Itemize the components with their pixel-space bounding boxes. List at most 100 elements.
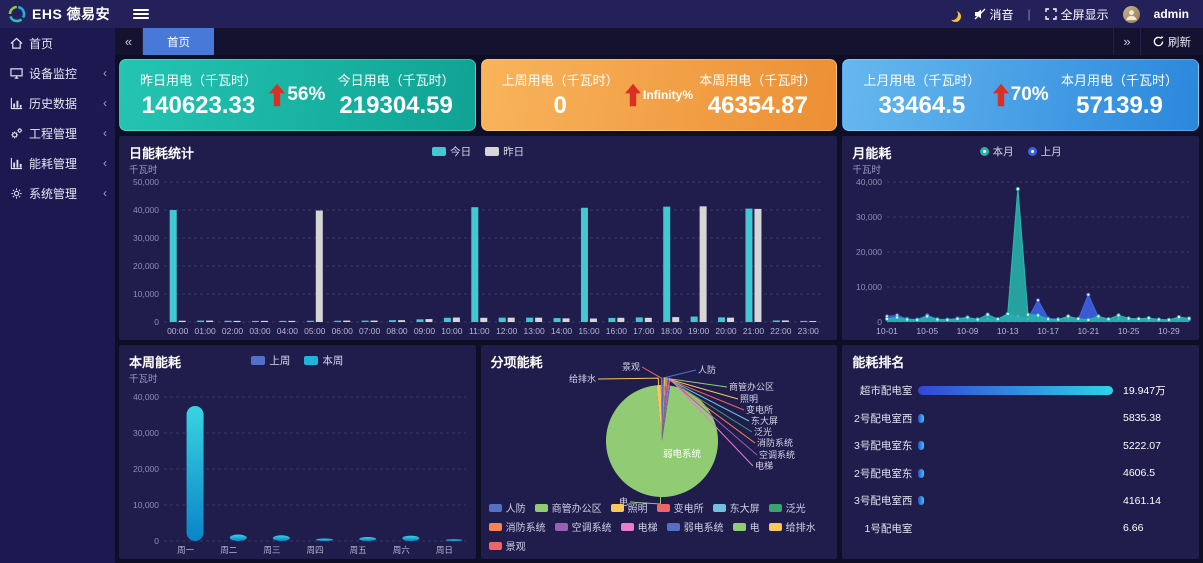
pie-legend-item[interactable]: 给排水: [768, 519, 816, 534]
svg-text:20,000: 20,000: [856, 247, 882, 257]
sidebar: 首页 设备监控 ‹ 历史数据 ‹ 工程管理 ‹: [0, 28, 115, 563]
svg-text:09:00: 09:00: [414, 326, 436, 336]
panel-title: 能耗排名: [852, 355, 905, 370]
legend-swatch: [712, 503, 726, 512]
sidebar-item-label: 能耗管理: [29, 156, 78, 171]
svg-text:10-09: 10-09: [957, 326, 979, 336]
svg-text:14:00: 14:00: [551, 326, 573, 336]
stat-card-weekly: 上周用电（千瓦时） 0 Infinity% 本周用电（千瓦时） 46354.87: [480, 59, 838, 131]
moon-icon[interactable]: [947, 9, 958, 20]
stat-value: 219304.59: [339, 92, 453, 119]
legend-item-this-week[interactable]: 本周: [304, 353, 343, 368]
pie-legend-item[interactable]: 东大屏: [712, 500, 760, 515]
svg-text:23:00: 23:00: [798, 326, 820, 336]
ranking-bar: [918, 413, 925, 423]
sidebar-item-project-mgmt[interactable]: 工程管理 ‹: [0, 118, 115, 148]
stat-card-daily: 昨日用电（千瓦时） 140623.33 56% 今日用电（千瓦时） 219304…: [119, 59, 476, 131]
svg-text:30,000: 30,000: [133, 428, 159, 438]
legend-label: 电: [749, 523, 760, 534]
up-arrow-icon: [992, 83, 1009, 107]
pie-legend-item[interactable]: 空调系统: [554, 519, 612, 534]
legend-label: 景观: [505, 542, 526, 553]
legend-item-last-month[interactable]: 上月: [1027, 144, 1062, 159]
tabs-scroll-right-button[interactable]: »: [1113, 28, 1141, 55]
svg-text:10-17: 10-17: [1038, 326, 1060, 336]
axis-unit-label: 千瓦时: [129, 374, 158, 385]
pie-legend-item[interactable]: 电梯: [620, 519, 658, 534]
stat-label: 上月用电（千瓦时）: [863, 73, 981, 88]
dashboard-content: 昨日用电（千瓦时） 140623.33 56% 今日用电（千瓦时） 219304…: [115, 55, 1203, 563]
legend-item-this-month[interactable]: 本月: [979, 144, 1014, 159]
svg-text:40,000: 40,000: [133, 392, 159, 402]
svg-text:22:00: 22:00: [770, 326, 792, 336]
brand[interactable]: EHS 德易安: [0, 4, 115, 24]
sidebar-item-system-mgmt[interactable]: 系统管理 ‹: [0, 178, 115, 208]
ranking-value: 19.947万: [1122, 385, 1166, 398]
sidebar-item-label: 设备监控: [29, 66, 78, 81]
pie-legend-item[interactable]: 弱电系统: [666, 519, 724, 534]
refresh-button[interactable]: 刷新: [1141, 28, 1203, 55]
sidebar-item-home[interactable]: 首页: [0, 28, 115, 58]
panel-title: 日能耗统计: [129, 146, 195, 161]
sidebar-item-device-monitor[interactable]: 设备监控 ‹: [0, 58, 115, 88]
svg-text:17:00: 17:00: [633, 326, 655, 336]
legend-item-last-week[interactable]: 上周: [251, 353, 290, 368]
tabs-scroll-left-button[interactable]: «: [115, 28, 143, 55]
legend-swatch: [656, 503, 670, 512]
chevron-left-icon: ‹: [103, 186, 107, 200]
svg-text:20,000: 20,000: [133, 261, 159, 271]
legend-item-yesterday[interactable]: 昨日: [485, 144, 524, 159]
ranking-label: 3号配电室西: [853, 495, 913, 508]
tab-home[interactable]: 首页: [143, 28, 214, 55]
sidebar-item-label: 首页: [29, 36, 54, 51]
svg-text:周二: 周二: [220, 545, 238, 555]
legend-label: 泛光: [785, 504, 806, 515]
gears-icon: [11, 127, 23, 138]
hamburger-icon[interactable]: [133, 7, 149, 21]
svg-text:周五: 周五: [350, 545, 368, 555]
bar-chart-icon: [10, 157, 23, 169]
ranking-bar-track: [918, 441, 1113, 451]
panel-energy-breakdown: 分项能耗 人防 商管办公区 照明 变电所 东大屏 泛光 消防系统 空调系统 电梯 弱电系统电给排水…: [480, 345, 838, 559]
legend-item-today[interactable]: 今日: [432, 144, 471, 159]
svg-text:02:00: 02:00: [222, 326, 244, 336]
sidebar-item-history-data[interactable]: 历史数据 ‹: [0, 88, 115, 118]
svg-text:周日: 周日: [436, 545, 453, 555]
sidebar-item-energy-mgmt[interactable]: 能耗管理 ‹: [0, 148, 115, 178]
svg-text:景观: 景观: [622, 362, 640, 372]
username[interactable]: admin: [1153, 7, 1189, 21]
axis-unit-label: 千瓦时: [852, 165, 881, 176]
legend-swatch: [534, 503, 548, 512]
legend-label: 东大屏: [729, 504, 760, 515]
pie-legend-item[interactable]: 照明: [610, 500, 648, 515]
svg-text:16:00: 16:00: [606, 326, 628, 336]
svg-text:10-29: 10-29: [1158, 326, 1180, 336]
pie-legend-item[interactable]: 商管办公区: [534, 500, 602, 515]
legend-swatch: [768, 522, 782, 531]
pie-legend-item[interactable]: 景观: [488, 538, 526, 553]
pie-legend-item[interactable]: 泛光: [768, 500, 806, 515]
legend-label: 电梯: [637, 523, 658, 534]
daily-energy-bar-chart: 0 10,000 20,000 30,000 40,000 50,000 00:00 01:0…: [133, 177, 822, 336]
svg-text:电梯: 电梯: [755, 460, 773, 471]
legend-swatch: [485, 147, 500, 156]
avatar[interactable]: [1122, 5, 1140, 23]
ranking-bar: [918, 386, 1113, 396]
mute-button[interactable]: 消音: [974, 6, 1014, 23]
pie-legend-item[interactable]: 电: [732, 519, 760, 534]
pie-legend: 人防 商管办公区 照明 变电所 东大屏 泛光消防系统 空调系统 电梯 弱电系统 电 给排水景观: [488, 500, 830, 553]
chevron-left-icon: ‹: [103, 66, 107, 80]
stat-value: 33464.5: [878, 92, 966, 119]
legend-label: 本月: [992, 146, 1014, 158]
fullscreen-button[interactable]: 全屏显示: [1044, 6, 1109, 23]
pie-legend-item[interactable]: 消防系统: [488, 519, 546, 534]
mute-icon: [974, 8, 985, 20]
legend-label: 变电所: [673, 504, 704, 515]
svg-text:泛光: 泛光: [754, 426, 772, 437]
pie-legend-item[interactable]: 变电所: [656, 500, 704, 515]
legend-label: 照明: [627, 504, 648, 515]
ranking-bar: [918, 441, 924, 451]
pie-legend-item[interactable]: 人防: [488, 500, 526, 515]
svg-text:10-21: 10-21: [1078, 326, 1100, 336]
